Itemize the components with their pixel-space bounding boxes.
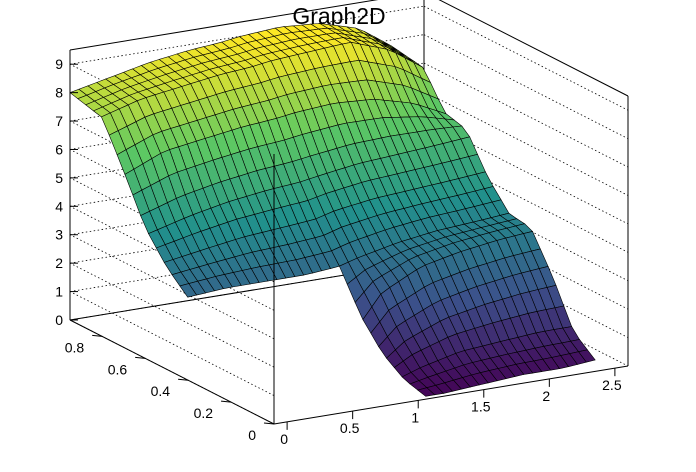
- z-axis: 0 1 2 3 4 5 6 7 8 9: [55, 50, 78, 328]
- surface-mesh: [69, 23, 596, 397]
- z-tick-label: 3: [55, 227, 63, 243]
- z-tick-label: 8: [55, 85, 63, 101]
- box-edge: [69, 0, 379, 51]
- box-edge: [273, 365, 629, 425]
- x-tick-label: 1: [411, 409, 419, 425]
- y-tick: [135, 356, 146, 359]
- y-tick: [221, 400, 232, 403]
- x-tick-label: 0: [280, 431, 288, 447]
- z-gridline: [69, 291, 275, 396]
- x-tick-label: 1.5: [471, 399, 491, 415]
- z-tick-label: 2: [55, 255, 63, 271]
- z-tick-label: 7: [55, 113, 63, 129]
- y-tick-label: 0.2: [194, 405, 214, 421]
- x-tick-label: 2.5: [602, 377, 622, 393]
- z-tick-label: 9: [55, 56, 63, 72]
- z-tick-label: 5: [55, 170, 63, 186]
- x-tick-label: 2: [542, 388, 550, 404]
- y-tick-label: 0.4: [151, 383, 171, 399]
- surface-cell: [179, 283, 198, 298]
- z-tick-label: 0: [55, 312, 63, 328]
- y-tick: [178, 378, 189, 381]
- y-tick: [263, 422, 275, 425]
- z-tick-label: 4: [55, 198, 63, 214]
- y-axis: 0 0.2 0.4 0.6 0.8: [65, 334, 275, 443]
- y-tick-label: 0: [248, 427, 256, 443]
- box-edge: [69, 319, 275, 425]
- z-gridline: [423, 5, 629, 111]
- z-tick-label: 1: [55, 284, 63, 300]
- y-tick: [92, 334, 103, 337]
- box-edge: [438, 0, 629, 97]
- surface-cell: [417, 387, 436, 397]
- y-tick-label: 0.6: [108, 361, 128, 377]
- x-axis: 0 0.5 1 1.5 2 2.5: [280, 368, 622, 447]
- z-tick-label: 6: [55, 141, 63, 157]
- y-tick-label: 0.8: [65, 339, 85, 355]
- plot-box-front-edges: [69, 96, 629, 425]
- x-tick-label: 0.5: [340, 420, 360, 436]
